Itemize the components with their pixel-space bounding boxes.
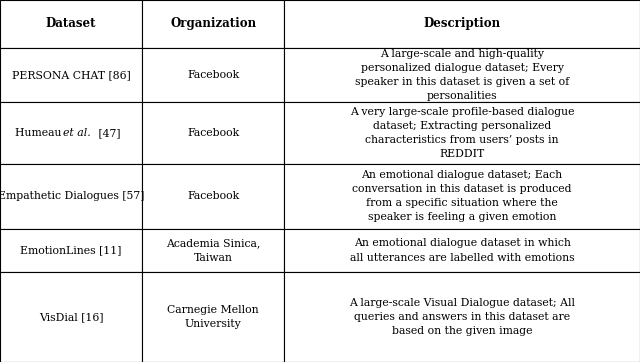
Text: speaker is feeling a given emotion: speaker is feeling a given emotion: [368, 212, 556, 222]
Bar: [0, 102, 142, 164]
Bar: [0, 0, 142, 48]
Text: queries and answers in this dataset are: queries and answers in this dataset are: [354, 312, 570, 322]
Text: VisDial [16]: VisDial [16]: [39, 312, 103, 322]
Text: personalized dialogue dataset; Every: personalized dialogue dataset; Every: [360, 63, 564, 73]
Text: [47]: [47]: [95, 128, 120, 138]
Text: Carnegie Mellon: Carnegie Mellon: [167, 305, 259, 315]
Text: Organization: Organization: [170, 17, 256, 30]
Text: An emotional dialogue dataset; Each: An emotional dialogue dataset; Each: [362, 170, 563, 180]
Text: et al.: et al.: [63, 128, 90, 138]
Text: characteristics from users’ posts in: characteristics from users’ posts in: [365, 135, 559, 145]
Bar: [0, 164, 142, 229]
Text: Taiwan: Taiwan: [194, 253, 232, 262]
Text: Humeau: Humeau: [15, 128, 65, 138]
Text: REDDIT: REDDIT: [440, 149, 484, 159]
Text: An emotional dialogue dataset in which: An emotional dialogue dataset in which: [354, 239, 570, 248]
Text: based on the given image: based on the given image: [392, 326, 532, 336]
Bar: [284, 229, 640, 272]
Bar: [142, 48, 284, 102]
Text: A very large-scale profile-based dialogue: A very large-scale profile-based dialogu…: [350, 107, 574, 117]
Bar: [284, 272, 640, 362]
Text: PERSONA CHAT [86]: PERSONA CHAT [86]: [12, 70, 131, 80]
Text: all utterances are labelled with emotions: all utterances are labelled with emotion…: [350, 253, 574, 262]
Text: Academia Sinica,: Academia Sinica,: [166, 239, 260, 248]
Text: conversation in this dataset is produced: conversation in this dataset is produced: [353, 184, 572, 194]
Text: University: University: [185, 319, 241, 329]
Bar: [142, 272, 284, 362]
Text: Facebook: Facebook: [187, 191, 239, 201]
Bar: [142, 102, 284, 164]
Bar: [284, 0, 640, 48]
Bar: [142, 0, 284, 48]
Text: Facebook: Facebook: [187, 70, 239, 80]
Text: dataset; Extracting personalized: dataset; Extracting personalized: [373, 121, 551, 131]
Text: Description: Description: [424, 17, 500, 30]
Bar: [0, 229, 142, 272]
Text: A large-scale Visual Dialogue dataset; All: A large-scale Visual Dialogue dataset; A…: [349, 298, 575, 308]
Text: A large-scale and high-quality: A large-scale and high-quality: [380, 49, 544, 59]
Bar: [284, 48, 640, 102]
Text: Empathetic Dialogues [57]: Empathetic Dialogues [57]: [0, 191, 144, 201]
Bar: [284, 102, 640, 164]
Text: Dataset: Dataset: [46, 17, 96, 30]
Text: speaker in this dataset is given a set of: speaker in this dataset is given a set o…: [355, 77, 569, 87]
Text: from a specific situation where the: from a specific situation where the: [366, 198, 558, 208]
Bar: [142, 229, 284, 272]
Text: personalities: personalities: [427, 91, 497, 101]
Text: EmotionLines [11]: EmotionLines [11]: [20, 245, 122, 256]
Bar: [0, 48, 142, 102]
Bar: [0, 272, 142, 362]
Text: Facebook: Facebook: [187, 128, 239, 138]
Bar: [284, 164, 640, 229]
Bar: [142, 164, 284, 229]
